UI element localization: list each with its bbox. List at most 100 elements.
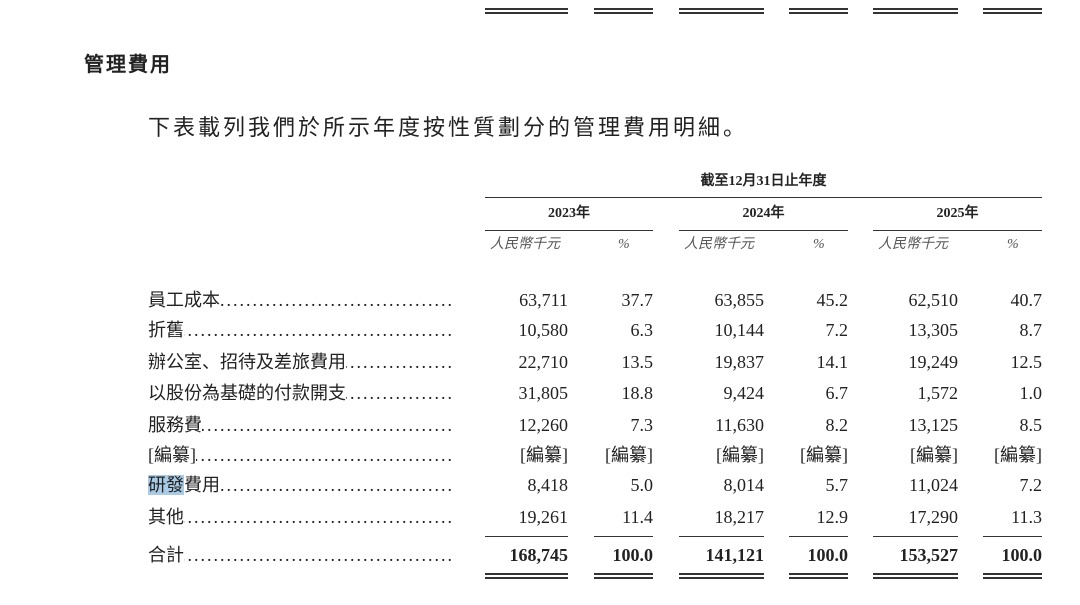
row-label: 辦公室、招待及差旅費用 bbox=[148, 352, 346, 372]
cell-value: 11.3 bbox=[1011, 507, 1042, 527]
cell-value: 13,305 bbox=[908, 320, 959, 340]
year-header-2023: 2023年 bbox=[548, 206, 590, 221]
year-rule bbox=[485, 230, 653, 231]
subtotal-rule bbox=[983, 536, 1042, 537]
cell-value: [編纂] bbox=[910, 445, 958, 465]
leader-dots: ........................................… bbox=[346, 352, 454, 372]
prev-table-rule bbox=[485, 8, 568, 14]
prev-table-rule bbox=[789, 8, 848, 14]
cell-value: 11,024 bbox=[909, 475, 958, 495]
cell-value: 12.9 bbox=[816, 507, 849, 527]
total-value: 100.0 bbox=[807, 545, 849, 565]
cell-value: 37.7 bbox=[621, 290, 654, 310]
table-row: 研發費用....................................… bbox=[0, 471, 1080, 499]
table-row: [編纂]....................................… bbox=[0, 441, 1080, 469]
header-rule bbox=[485, 197, 1042, 198]
cell-value: 12,260 bbox=[518, 415, 569, 435]
subtotal-rule bbox=[789, 536, 848, 537]
cell-value: 13.5 bbox=[621, 352, 654, 372]
prev-table-rule bbox=[679, 8, 764, 14]
subtotal-rule bbox=[485, 536, 568, 537]
leader-dots: ........................................… bbox=[202, 415, 454, 435]
cell-value: 1.0 bbox=[1019, 383, 1043, 403]
row-label: 其他 bbox=[148, 507, 184, 527]
cell-value: [編纂] bbox=[800, 445, 848, 465]
table-row: 其他......................................… bbox=[0, 503, 1080, 531]
row-label: 服務費 bbox=[148, 415, 202, 435]
total-double-rule bbox=[594, 573, 653, 579]
cell-value: [編纂] bbox=[716, 445, 764, 465]
year-header-2025: 2025年 bbox=[936, 206, 979, 221]
total-double-rule bbox=[983, 573, 1042, 579]
leader-dots: ........................................… bbox=[220, 290, 454, 310]
cell-value: 6.3 bbox=[630, 320, 654, 340]
cell-value: 5.0 bbox=[630, 475, 654, 495]
cell-value: 8.5 bbox=[1019, 415, 1043, 435]
prev-table-rule bbox=[873, 8, 958, 14]
table-row: 折舊......................................… bbox=[0, 316, 1080, 344]
year-rule bbox=[873, 230, 1042, 231]
cell-value: 17,290 bbox=[908, 507, 959, 527]
unit-pct: % bbox=[618, 237, 630, 252]
cell-value: 6.7 bbox=[825, 383, 849, 403]
cell-value: 9,424 bbox=[723, 383, 765, 403]
total-double-rule bbox=[485, 573, 568, 579]
prev-table-rule bbox=[594, 8, 653, 14]
row-label: 以股份為基礎的付款開支 bbox=[148, 383, 346, 403]
intro-paragraph: 下表載列我們於所示年度按性質劃分的管理費用明細。 bbox=[148, 116, 749, 141]
leader-dots: ........................................… bbox=[184, 545, 454, 565]
cell-value: 13,125 bbox=[908, 415, 959, 435]
cell-value: 7.2 bbox=[825, 320, 849, 340]
leader-dots: ........................................… bbox=[184, 507, 454, 527]
cell-value: [編纂] bbox=[520, 445, 568, 465]
total-double-rule bbox=[679, 573, 764, 579]
unit-amount: 人民幣千元 bbox=[684, 237, 754, 252]
cell-value: 5.7 bbox=[825, 475, 849, 495]
text-selection-highlight: 研發 bbox=[148, 475, 184, 495]
subtotal-rule bbox=[594, 536, 653, 537]
unit-amount: 人民幣千元 bbox=[878, 237, 948, 252]
section-title: 管理費用 bbox=[84, 52, 172, 76]
unit-pct: % bbox=[813, 237, 825, 252]
cell-value: 12.5 bbox=[1010, 352, 1043, 372]
leader-dots: ........................................… bbox=[196, 445, 454, 465]
total-value: 141,121 bbox=[705, 545, 765, 565]
unit-pct: % bbox=[1007, 237, 1019, 252]
cell-value: 63,855 bbox=[714, 290, 765, 310]
total-double-rule bbox=[789, 573, 848, 579]
row-label: 研發費用 bbox=[148, 471, 220, 499]
cell-value: 7.3 bbox=[630, 415, 654, 435]
row-label-rest: 費用 bbox=[184, 475, 220, 495]
prev-table-rule bbox=[983, 8, 1042, 14]
subtotal-rule bbox=[679, 536, 764, 537]
total-value: 168,745 bbox=[509, 545, 569, 565]
cell-value: 22,710 bbox=[518, 352, 569, 372]
table-row: 辦公室、招待及差旅費用.............................… bbox=[0, 348, 1080, 376]
row-label: 員工成本 bbox=[148, 290, 220, 310]
year-header-2024: 2024年 bbox=[742, 206, 785, 221]
row-label: 折舊 bbox=[148, 320, 184, 340]
subtotal-rule bbox=[873, 536, 958, 537]
cell-value: 40.7 bbox=[1010, 290, 1043, 310]
cell-value: 11.4 bbox=[622, 507, 653, 527]
cell-value: [編纂] bbox=[994, 445, 1042, 465]
cell-value: 18,217 bbox=[714, 507, 765, 527]
cell-value: 8,014 bbox=[723, 475, 765, 495]
leader-dots: ........................................… bbox=[184, 320, 454, 340]
cell-value: 45.2 bbox=[816, 290, 849, 310]
cell-value: 31,805 bbox=[518, 383, 569, 403]
cell-value: 10,580 bbox=[518, 320, 569, 340]
cell-value: 19,837 bbox=[714, 352, 765, 372]
leader-dots: ........................................… bbox=[220, 475, 454, 495]
row-label: [編纂] bbox=[148, 445, 196, 465]
cell-value: 7.2 bbox=[1019, 475, 1043, 495]
cell-value: 11,630 bbox=[715, 415, 764, 435]
total-row: 合計......................................… bbox=[0, 541, 1080, 569]
cell-value: 8,418 bbox=[527, 475, 569, 495]
period-header: 截至12月31日止年度 bbox=[700, 174, 827, 189]
table-row: 員工成本....................................… bbox=[0, 286, 1080, 314]
cell-value: 10,144 bbox=[714, 320, 765, 340]
total-value: 100.0 bbox=[612, 545, 654, 565]
leader-dots: ........................................… bbox=[346, 383, 454, 403]
table-row: 服務費.....................................… bbox=[0, 411, 1080, 439]
